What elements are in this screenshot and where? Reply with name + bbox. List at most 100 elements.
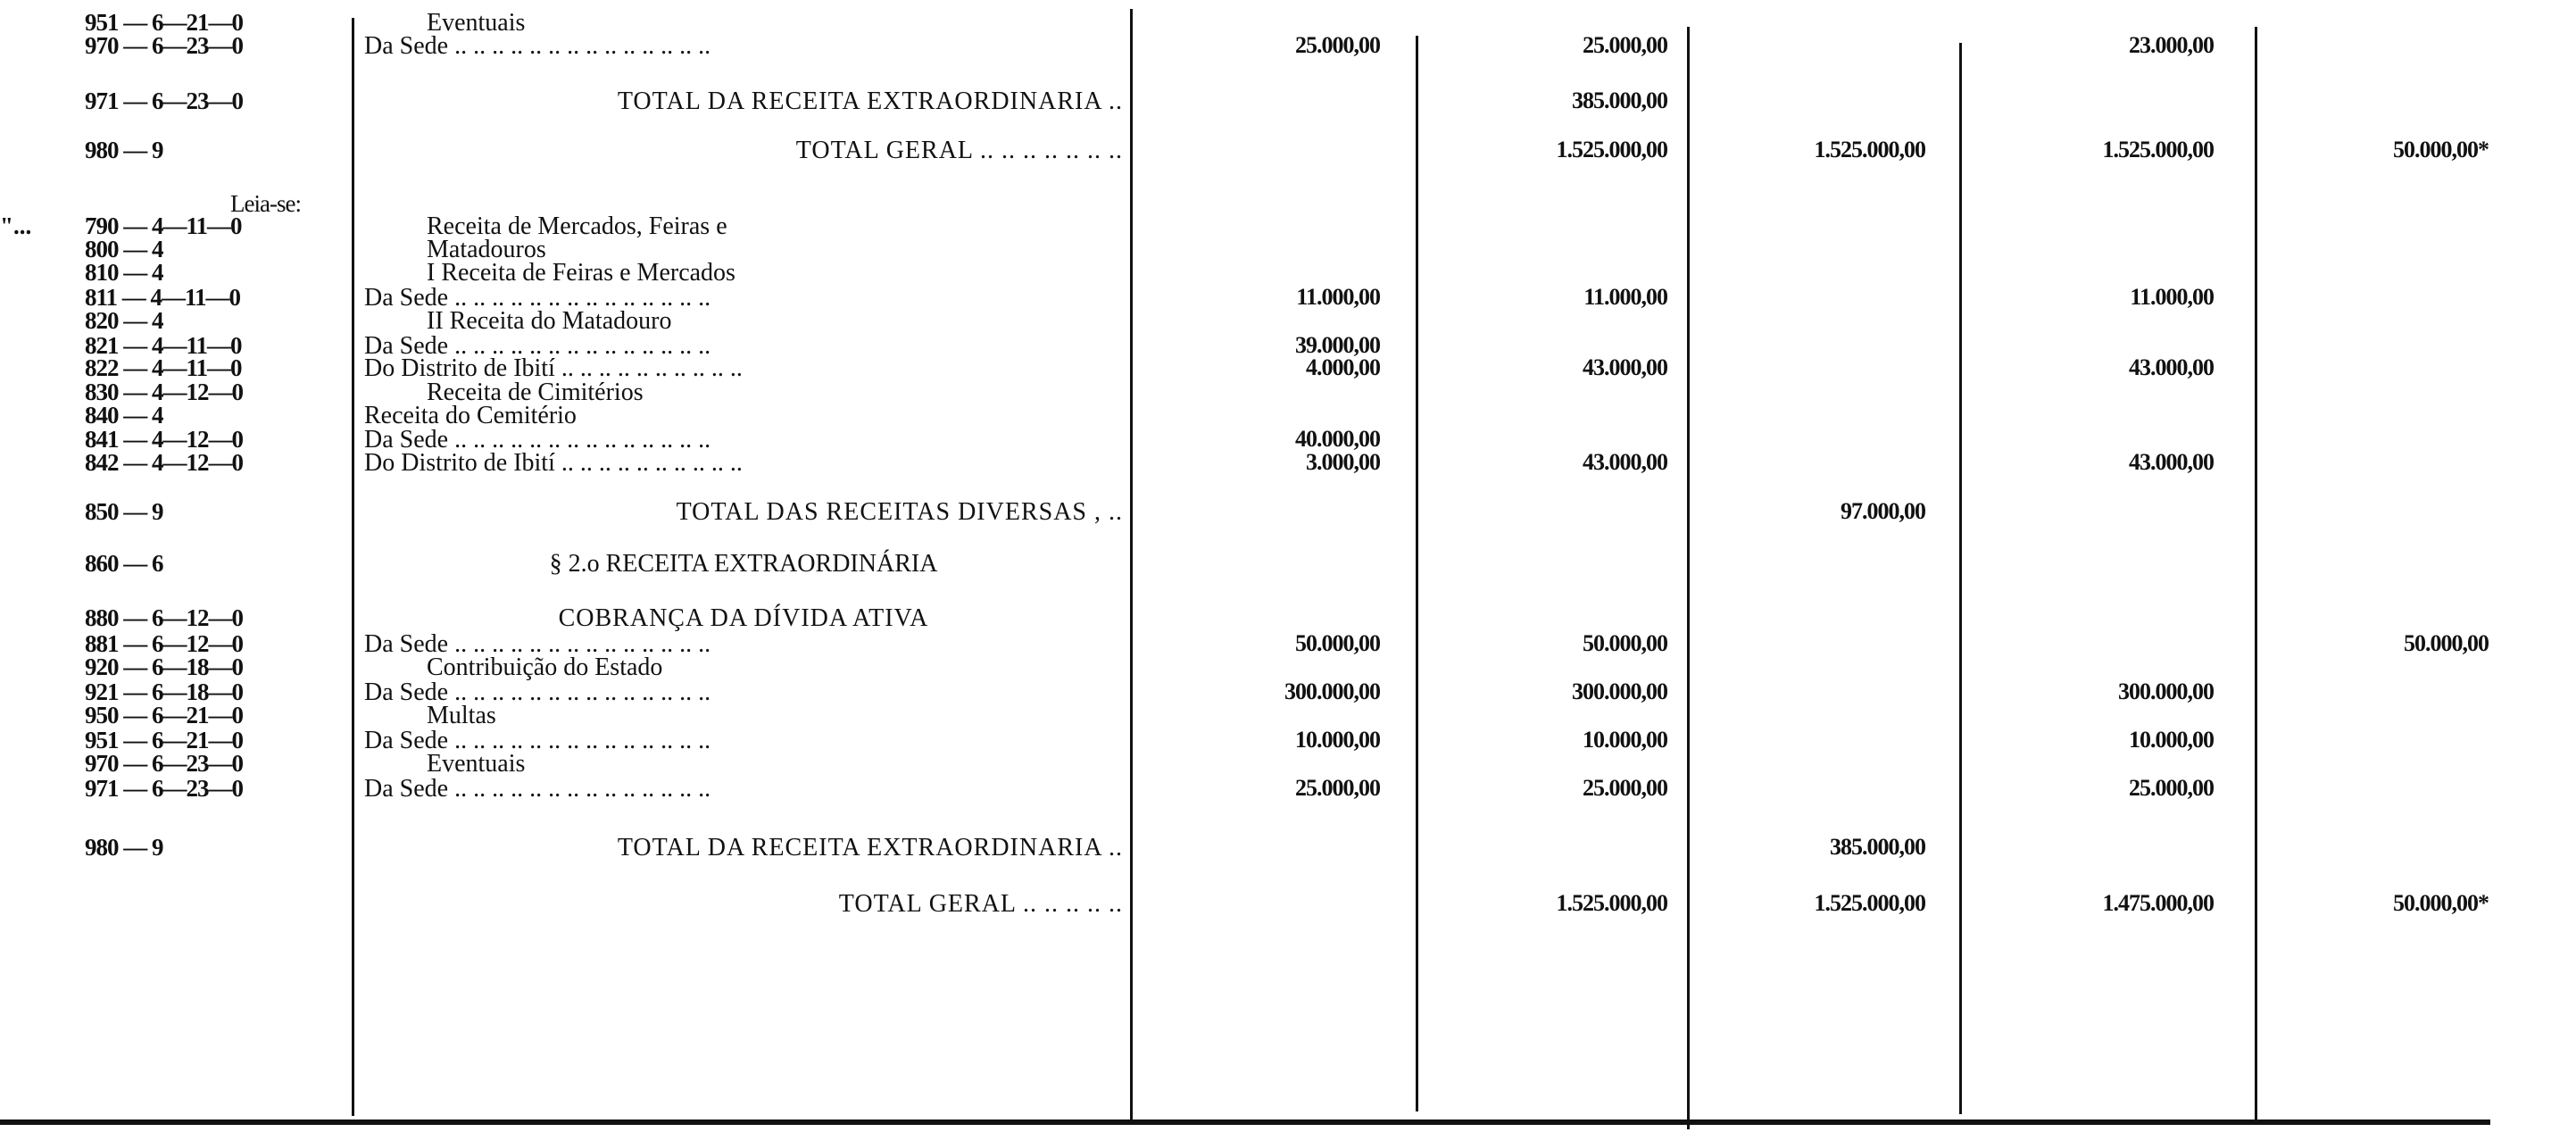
account-code: 970 — 6—23—0 bbox=[85, 750, 244, 777]
account-code: 822 — 4—11—0 bbox=[85, 354, 243, 381]
bottom-rule bbox=[0, 1120, 2490, 1125]
table-row: 881 — 6—12—0 Da Sede .. .. .. .. .. .. ..… bbox=[0, 630, 2576, 658]
amount-col-1: 4.000,00 bbox=[1306, 354, 1381, 380]
table-row: 951 — 6—21—0 Eventuais bbox=[0, 9, 2576, 37]
column-rule bbox=[1416, 36, 1418, 1111]
table-row: 830 — 4—12—0 Receita de Cimitérios bbox=[0, 379, 2576, 406]
table-row: TOTAL GERAL .. .. .. .. .. 1.525.000,00 1.… bbox=[0, 890, 2576, 918]
table-row: 921 — 6—18—0 Da Sede .. .. .. .. .. .. ..… bbox=[0, 678, 2576, 706]
amount-col-2: 43.000,00 bbox=[1583, 449, 1668, 475]
account-code: 810 — 4 bbox=[85, 259, 163, 286]
amount-col-1: 25.000,00 bbox=[1295, 775, 1381, 801]
amount-col-4: 300.000,00 bbox=[2118, 678, 2215, 704]
amount-col-2: 25.000,00 bbox=[1583, 775, 1668, 801]
table-row: "... 790 — 4—11—0 Receita de Mercados, Fei… bbox=[0, 212, 2576, 240]
account-code: 970 — 6—23—0 bbox=[85, 32, 244, 59]
table-row: 800 — 4 Matadouros bbox=[0, 236, 2576, 263]
amount-col-4: 11.000,00 bbox=[2130, 284, 2215, 310]
table-row: 980 — 9 TOTAL GERAL .. .. .. .. .. .. .. 1… bbox=[0, 137, 2576, 164]
amount-col-1: 11.000,00 bbox=[1296, 284, 1381, 310]
account-code: 880 — 6—12—0 bbox=[85, 604, 244, 631]
item-description: Contribuição do Estado bbox=[427, 653, 663, 681]
amount-col-2: 300.000,00 bbox=[1572, 678, 1668, 704]
column-rule bbox=[1959, 43, 1962, 1114]
amount-col-4: 1.525.000,00 bbox=[2102, 137, 2215, 162]
account-code: 951 — 6—21—0 bbox=[85, 9, 244, 36]
item-description: Da Sede .. .. .. .. .. .. .. .. .. .. ..… bbox=[364, 284, 711, 312]
amount-col-2: 1.525.000,00 bbox=[1556, 890, 1668, 916]
account-code: 980 — 9 bbox=[85, 834, 163, 861]
item-description: Da Sede .. .. .. .. .. .. .. .. .. .. ..… bbox=[364, 426, 711, 454]
account-code: 841 — 4—12—0 bbox=[85, 426, 244, 453]
item-description: Multas bbox=[427, 702, 496, 729]
account-code: 860 — 6 bbox=[85, 550, 163, 577]
column-rule bbox=[1130, 9, 1133, 1120]
item-description: I Receita de Feiras e Mercados bbox=[427, 259, 735, 287]
amount-col-2: 1.525.000,00 bbox=[1556, 137, 1668, 162]
item-description: Do Distrito de Ibití .. .. .. .. .. .. .… bbox=[364, 449, 743, 477]
table-row: 971 — 6—23—0 Da Sede .. .. .. .. .. .. ..… bbox=[0, 775, 2576, 803]
table-row: 822 — 4—11—0 Do Distrito de Ibití .. .. .… bbox=[0, 354, 2576, 382]
item-description: Da Sede .. .. .. .. .. .. .. .. .. .. ..… bbox=[364, 727, 711, 754]
item-description: TOTAL DA RECEITA EXTRAORDINARIA .. bbox=[617, 87, 1123, 115]
amount-col-2: 385.000,00 bbox=[1572, 87, 1668, 113]
table-row: 820 — 4 II Receita do Matadouro bbox=[0, 307, 2576, 335]
amount-col-2: 50.000,00 bbox=[1583, 630, 1668, 656]
account-code: 881 — 6—12—0 bbox=[85, 630, 244, 657]
table-row: 980 — 9 TOTAL DA RECEITA EXTRAORDINARIA .… bbox=[0, 834, 2576, 861]
amount-col-1: 40.000,00 bbox=[1295, 426, 1381, 452]
table-row: 811 — 4—11—0 Da Sede .. .. .. .. .. .. ..… bbox=[0, 284, 2576, 312]
amount-col-4: 43.000,00 bbox=[2129, 354, 2215, 380]
amount-col-3: 1.525.000,00 bbox=[1814, 137, 1926, 162]
amount-col-3: 97.000,00 bbox=[1841, 498, 1926, 524]
account-code: 951 — 6—21—0 bbox=[85, 727, 244, 753]
table-row: 970 — 6—23—0 Eventuais bbox=[0, 750, 2576, 778]
table-row: 880 — 6—12—0 COBRANÇA DA DÍVIDA ATIVA bbox=[0, 604, 2576, 632]
amount-col-5: 50.000,00* bbox=[2393, 890, 2489, 916]
item-description: TOTAL GERAL .. .. .. .. .. bbox=[838, 890, 1123, 918]
item-description: Da Sede .. .. .. .. .. .. .. .. .. .. ..… bbox=[364, 775, 711, 803]
amount-col-3: 385.000,00 bbox=[1830, 834, 1926, 860]
item-description: Receita de Cimitérios bbox=[427, 379, 644, 406]
item-description: COBRANÇA DA DÍVIDA ATIVA bbox=[558, 604, 929, 632]
table-row: 810 — 4 I Receita de Feiras e Mercados bbox=[0, 259, 2576, 287]
amount-col-1: 10.000,00 bbox=[1295, 727, 1381, 753]
table-row: 920 — 6—18—0 Contribuição do Estado bbox=[0, 653, 2576, 681]
item-description: TOTAL DA RECEITA EXTRAORDINARIA .. bbox=[617, 834, 1123, 861]
account-code: 980 — 9 bbox=[85, 137, 163, 163]
account-code: 950 — 6—21—0 bbox=[85, 702, 244, 728]
item-description: Da Sede .. .. .. .. .. .. .. .. .. .. ..… bbox=[364, 678, 711, 706]
item-description: Matadouros bbox=[427, 236, 546, 263]
amount-col-1: 300.000,00 bbox=[1284, 678, 1381, 704]
amount-col-5: 50.000,00 bbox=[2404, 630, 2489, 656]
amount-col-1: 39.000,00 bbox=[1295, 332, 1381, 358]
account-code: 820 — 4 bbox=[85, 307, 163, 334]
item-description: Receita do Cemitério bbox=[364, 402, 577, 429]
amount-col-4: 43.000,00 bbox=[2129, 449, 2215, 475]
quote-mark: "... bbox=[0, 212, 32, 239]
amount-col-2: 10.000,00 bbox=[1583, 727, 1668, 753]
table-row: 842 — 4—12—0 Do Distrito de Ibití .. .. .… bbox=[0, 449, 2576, 477]
account-code: 842 — 4—12—0 bbox=[85, 449, 244, 476]
account-code: 971 — 6—23—0 bbox=[85, 775, 244, 802]
amount-col-4: 23.000,00 bbox=[2129, 32, 2215, 58]
account-code: 840 — 4 bbox=[85, 402, 163, 429]
table-row: 821 — 4—11—0 Da Sede .. .. .. .. .. .. ..… bbox=[0, 332, 2576, 360]
table-row: 970 — 6—23—0 Da Sede .. .. .. .. .. .. ..… bbox=[0, 32, 2576, 60]
table-row: 950 — 6—21—0 Multas bbox=[0, 702, 2576, 729]
amount-col-1: 3.000,00 bbox=[1306, 449, 1381, 475]
table-row: 860 — 6 § 2.o RECEITA EXTRAORDINÁRIA bbox=[0, 550, 2576, 578]
item-description: Do Distrito de Ibití .. .. .. .. .. .. .… bbox=[364, 354, 743, 382]
account-code: 921 — 6—18—0 bbox=[85, 678, 244, 705]
table-row: 951 — 6—21—0 Da Sede .. .. .. .. .. .. ..… bbox=[0, 727, 2576, 754]
amount-col-2: 25.000,00 bbox=[1583, 32, 1668, 58]
account-code: 821 — 4—11—0 bbox=[85, 332, 243, 359]
item-description: Receita de Mercados, Feiras e bbox=[427, 212, 727, 240]
amount-col-2: 43.000,00 bbox=[1583, 354, 1668, 380]
item-description: Da Sede .. .. .. .. .. .. .. .. .. .. ..… bbox=[364, 32, 711, 60]
item-description: Da Sede .. .. .. .. .. .. .. .. .. .. ..… bbox=[364, 332, 711, 360]
amount-col-4: 1.475.000,00 bbox=[2102, 890, 2215, 916]
column-rule bbox=[352, 18, 354, 1116]
amount-col-1: 25.000,00 bbox=[1295, 32, 1381, 58]
table-row: 841 — 4—12—0 Da Sede .. .. .. .. .. .. ..… bbox=[0, 426, 2576, 454]
